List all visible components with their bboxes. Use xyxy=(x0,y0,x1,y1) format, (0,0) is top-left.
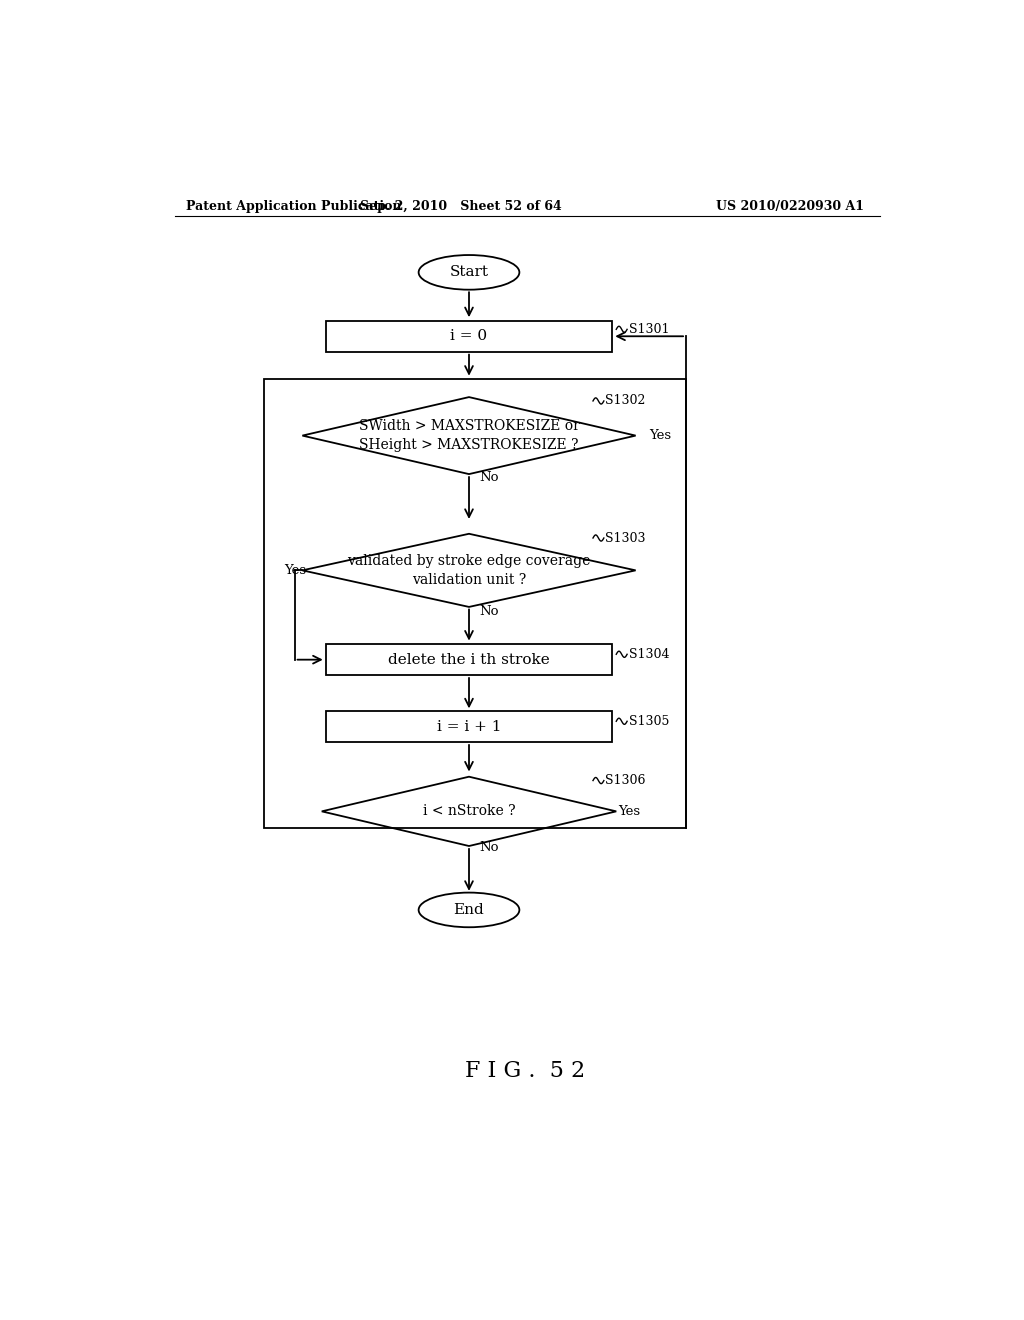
Bar xyxy=(326,644,612,675)
Text: S1301: S1301 xyxy=(629,323,669,335)
Text: No: No xyxy=(479,605,499,618)
Text: S1305: S1305 xyxy=(629,714,669,727)
Text: Yes: Yes xyxy=(649,429,671,442)
Bar xyxy=(326,321,612,351)
Text: Sep. 2, 2010   Sheet 52 of 64: Sep. 2, 2010 Sheet 52 of 64 xyxy=(360,199,562,213)
Text: End: End xyxy=(454,903,484,917)
Text: No: No xyxy=(479,471,499,484)
Text: S1303: S1303 xyxy=(605,532,646,545)
Text: US 2010/0220930 A1: US 2010/0220930 A1 xyxy=(716,199,864,213)
Text: Yes: Yes xyxy=(284,564,306,577)
Text: SWidth > MAXSTROKESIZE or
SHeight > MAXSTROKESIZE ?: SWidth > MAXSTROKESIZE or SHeight > MAXS… xyxy=(358,420,580,451)
Text: S1302: S1302 xyxy=(605,395,646,408)
Text: Yes: Yes xyxy=(617,805,640,818)
Text: validated by stroke edge coverage
validation unit ?: validated by stroke edge coverage valida… xyxy=(347,554,591,586)
Bar xyxy=(263,379,686,829)
Text: i = 0: i = 0 xyxy=(451,329,487,343)
Text: S1304: S1304 xyxy=(629,648,669,661)
Text: delete the i th stroke: delete the i th stroke xyxy=(388,652,550,667)
Text: Start: Start xyxy=(450,265,488,280)
Text: Patent Application Publication: Patent Application Publication xyxy=(186,199,401,213)
Text: i < nStroke ?: i < nStroke ? xyxy=(423,804,515,818)
Text: i = i + 1: i = i + 1 xyxy=(437,719,502,734)
Text: No: No xyxy=(479,841,499,854)
Bar xyxy=(326,711,612,742)
Text: S1306: S1306 xyxy=(605,774,646,787)
Text: F I G .  5 2: F I G . 5 2 xyxy=(465,1060,585,1082)
